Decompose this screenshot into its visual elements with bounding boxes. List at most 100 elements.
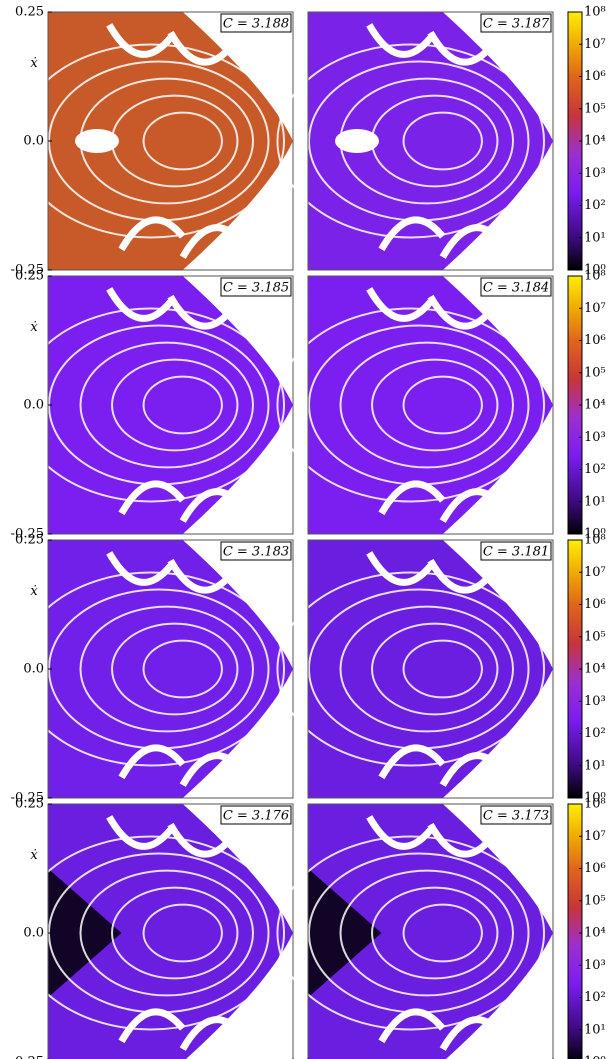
white-island (335, 129, 379, 153)
label-box (220, 805, 292, 825)
label-box (220, 13, 292, 33)
colorbar-tick-label: 10⁴ (584, 134, 606, 149)
panel-label: C = 3.173 (483, 809, 549, 824)
colorbar-tick-label: 10⁶ (584, 597, 606, 612)
colorbar-tick-label: 10⁵ (584, 101, 606, 116)
y-tick-label: 0.0 (23, 662, 44, 677)
white-lobe (167, 294, 235, 330)
density-region (308, 804, 553, 1059)
white-lobe (427, 558, 495, 594)
white-curve (371, 622, 499, 716)
panel: C = 3.187 (276, 11, 554, 271)
white-island (75, 129, 119, 153)
white-curve (371, 358, 499, 452)
y-tick-label: 0.25 (15, 269, 44, 284)
white-lobe (118, 480, 186, 516)
label-box (220, 277, 292, 297)
panel-frame (307, 11, 554, 271)
panel-label: C = 3.176 (223, 809, 289, 824)
white-lobe (118, 744, 186, 780)
white-lobe (427, 822, 495, 858)
panel: C = 3.183 (16, 539, 294, 799)
white-curve (371, 886, 499, 980)
colorbar-tick-label: 10⁷ (584, 829, 606, 844)
white-lobe (106, 23, 174, 58)
white-lobe (378, 216, 446, 252)
y-tick-label: 0.25 (15, 533, 44, 548)
y-tick-label: 0.25 (15, 797, 44, 812)
white-lobe (179, 752, 247, 787)
panel-label: C = 3.181 (483, 545, 549, 560)
colorbar-tick-label: 10² (584, 726, 606, 741)
panel-label: C = 3.185 (223, 281, 289, 296)
white-curve (276, 571, 546, 767)
colorbar-tick-label: 10⁶ (584, 333, 606, 348)
density-region (48, 276, 293, 534)
colorbar-tick-label: 10³ (584, 430, 606, 445)
white-lobe (106, 287, 174, 322)
white-lobe (366, 287, 434, 322)
white-lobe (378, 480, 446, 516)
white-curve (339, 605, 514, 733)
white-lobe (179, 224, 247, 259)
colorbar-tick-label: 10⁷ (584, 37, 606, 52)
colorbar-tick-label: 10¹ (584, 494, 606, 509)
white-lobe (439, 752, 507, 787)
colorbar-tick-label: 10⁸ (584, 5, 606, 20)
density-region (48, 540, 293, 798)
y-tick-label: -0.25 (11, 263, 44, 278)
white-curve (111, 622, 239, 716)
white-lobe (118, 216, 186, 252)
y-axis-label: ẋ (30, 584, 38, 599)
white-lobe (439, 488, 507, 523)
white-lobe (106, 551, 174, 586)
density-region (48, 804, 293, 1059)
colorbar-tick-label: 10² (584, 990, 606, 1005)
panel-label: C = 3.183 (223, 545, 289, 560)
white-curve (276, 307, 546, 503)
white-curve (16, 571, 286, 767)
white-lobe (427, 294, 495, 330)
white-curve (402, 903, 483, 963)
panel-label: C = 3.188 (223, 17, 289, 32)
colorbar-tick-label: 10⁷ (584, 301, 606, 316)
white-curve (276, 43, 546, 239)
white-lobe (439, 224, 507, 259)
colorbar-tick-label: 10⁶ (584, 69, 606, 84)
colorbar-tick-label: 10⁰ (584, 527, 606, 542)
white-lobe (167, 30, 235, 66)
white-curve (339, 341, 514, 469)
y-axis-label: ẋ (30, 848, 38, 863)
label-box (480, 541, 552, 561)
panel: C = 3.185 (16, 275, 294, 535)
colorbar-tick-label: 10³ (584, 166, 606, 181)
white-curve (402, 375, 483, 435)
white-curve (142, 375, 223, 435)
y-tick-label: 0.0 (23, 398, 44, 413)
panel: C = 3.184 (276, 275, 554, 535)
white-curve (402, 639, 483, 699)
white-curve (79, 605, 254, 733)
white-lobe (106, 815, 174, 850)
label-box (480, 277, 552, 297)
white-curve (79, 869, 254, 997)
panel: C = 3.176 (16, 803, 294, 1059)
white-lobe (118, 1008, 186, 1044)
label-box (480, 805, 552, 825)
white-curve (111, 358, 239, 452)
white-lobe (439, 1016, 507, 1051)
colorbar-tick-label: 10⁵ (584, 893, 606, 908)
dark-core (48, 868, 122, 998)
colorbar-tick-label: 10² (584, 198, 606, 213)
white-lobe (366, 23, 434, 58)
white-curve (16, 835, 286, 1031)
white-lobe (167, 558, 235, 594)
y-axis-label: ẋ (30, 56, 38, 71)
colorbar-tick-label: 10³ (584, 694, 606, 709)
colorbar-tick-label: 10⁵ (584, 365, 606, 380)
white-lobe (179, 1016, 247, 1051)
white-curve (402, 111, 483, 171)
y-tick-label: 0.25 (15, 5, 44, 20)
colorbar-tick-label: 10⁷ (584, 565, 606, 580)
